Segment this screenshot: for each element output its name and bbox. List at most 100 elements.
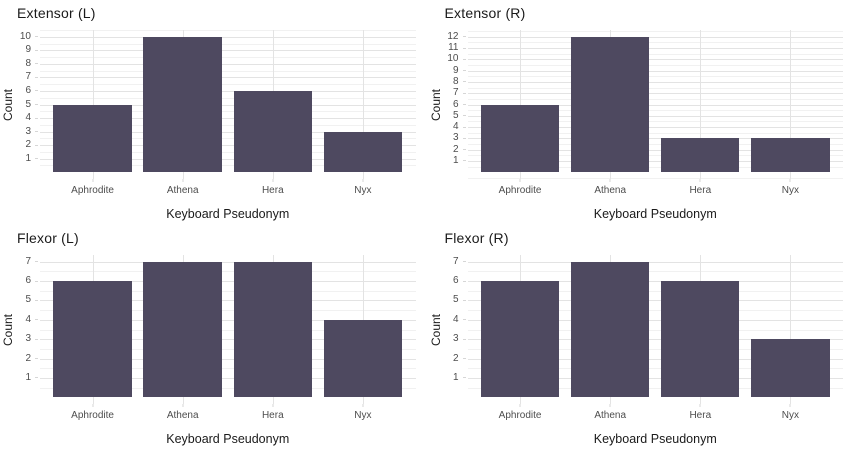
x-tick-mark — [272, 404, 274, 407]
y-tick-label: 5 — [25, 294, 31, 306]
x-tick-mark — [789, 179, 791, 182]
gridline-minor — [467, 177, 843, 179]
y-tick-label: 3 — [25, 125, 31, 137]
gridline-major — [467, 115, 843, 117]
gridline-major — [467, 36, 843, 38]
y-tick-mark — [462, 70, 466, 72]
gridline-major — [467, 281, 843, 283]
y-tick-label: 2 — [452, 143, 459, 155]
y-tick-mark — [462, 319, 466, 321]
x-tick-mark — [519, 404, 521, 407]
gridline-minor — [40, 290, 416, 292]
gridline-minor — [40, 348, 416, 350]
x-axis-title: Keyboard Pseudonym — [593, 432, 717, 446]
y-tick-mark — [35, 299, 38, 301]
chart-panel-extensor-right: Extensor (R) Count 1 2 3 4 5 6 7 8 9 10 11 12 Aphro… — [427, 0, 855, 225]
y-tick-mark — [462, 160, 466, 162]
y-tick-mark — [462, 81, 466, 83]
chart-title: Flexor (L) — [17, 230, 79, 246]
x-axis-title: Keyboard Pseudonym — [166, 207, 290, 221]
y-tick-label: 12 — [447, 30, 459, 42]
x-tick-label: Hera — [689, 410, 712, 421]
x-tick-label: Athena — [166, 185, 199, 196]
y-tick-mark — [462, 261, 466, 263]
x-tick-mark — [362, 179, 364, 182]
x-tick-label: Nyx — [354, 410, 372, 421]
y-tick-mark — [35, 49, 38, 51]
gridline-minor — [40, 329, 416, 331]
y-tick-label: 1 — [25, 152, 31, 164]
gridline-minor — [40, 30, 416, 31]
y-tick-mark — [462, 47, 466, 49]
y-tick-mark — [35, 280, 38, 282]
chart-title: Flexor (R) — [444, 230, 509, 246]
y-tick-mark — [462, 126, 466, 128]
bar-nyx — [323, 131, 403, 173]
y-tick-mark — [35, 338, 38, 340]
gridline-major — [40, 300, 416, 302]
x-tick-mark — [272, 179, 274, 182]
x-tick-mark — [182, 404, 184, 407]
y-axis-ticks: 1 2 3 4 5 6 7 8 9 10 11 12 — [442, 30, 466, 179]
chart-title: Extensor (L) — [17, 5, 96, 21]
gridline-minor — [467, 348, 843, 350]
x-tick-label: Hera — [261, 410, 284, 421]
x-tick-label: Aphrodite — [498, 185, 542, 196]
gridline-minor — [467, 368, 843, 370]
y-tick-label: 9 — [25, 44, 31, 56]
x-tick-label: Nyx — [781, 185, 800, 196]
x-tick-label: Aphrodite — [71, 410, 114, 421]
y-tick-label: 7 — [452, 87, 459, 99]
x-tick-mark — [182, 179, 184, 182]
y-tick-label: 6 — [452, 275, 459, 287]
gridline-minor — [40, 111, 416, 113]
x-axis-ticks: Aphrodite Athena Hera Nyx — [40, 404, 416, 426]
x-tick-mark — [519, 179, 521, 182]
y-tick-label: 10 — [447, 53, 459, 65]
gridline-major — [40, 104, 416, 106]
bar-aphrodite — [53, 104, 132, 173]
bar-aphrodite — [480, 281, 560, 398]
y-tick-mark — [35, 261, 38, 263]
gridline-major — [467, 358, 843, 360]
y-tick-label: 7 — [25, 255, 31, 267]
x-tick-mark — [362, 404, 364, 407]
x-tick-mark — [92, 179, 94, 182]
y-tick-mark — [462, 104, 466, 105]
bar-nyx — [751, 138, 830, 173]
gridline-major — [40, 63, 416, 65]
y-tick-mark — [35, 377, 38, 379]
gridline-major — [40, 36, 416, 38]
y-tick-label: 6 — [452, 98, 459, 110]
x-tick-mark — [699, 404, 701, 407]
gridline-minor — [40, 151, 416, 153]
gridline-minor — [40, 310, 416, 312]
gridline-minor — [467, 329, 843, 331]
bar-nyx — [323, 319, 403, 398]
y-tick-mark — [462, 299, 466, 301]
gridline-major — [40, 281, 416, 283]
y-tick-mark — [462, 338, 466, 340]
y-tick-mark — [35, 36, 38, 38]
y-tick-label: 2 — [25, 352, 31, 364]
gridline-minor — [40, 57, 416, 59]
x-axis-ticks: Aphrodite Athena Hera Nyx — [40, 179, 416, 201]
y-tick-label: 5 — [25, 98, 31, 110]
y-tick-mark — [35, 319, 38, 321]
bar-athena — [143, 261, 222, 398]
gridline-major — [40, 358, 416, 360]
gridline-major — [40, 261, 416, 263]
y-tick-mark — [35, 144, 38, 146]
gridline-minor — [467, 53, 843, 55]
gridline-major — [467, 149, 843, 151]
gridline-major — [467, 160, 843, 162]
gridline-minor — [467, 290, 843, 292]
y-tick-mark — [35, 358, 38, 360]
gridline-major — [40, 377, 416, 379]
gridline-minor — [467, 31, 843, 33]
gridline-minor — [467, 132, 843, 134]
x-tick-label: Nyx — [354, 185, 372, 196]
y-tick-label: 3 — [452, 333, 459, 345]
gridline-minor — [467, 310, 843, 312]
